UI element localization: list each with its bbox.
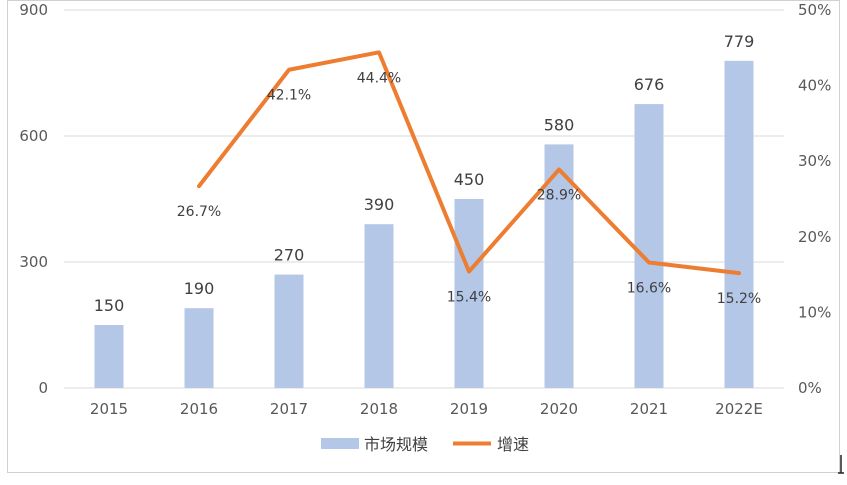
bar-value-label: 779 bbox=[724, 32, 755, 51]
bar bbox=[724, 60, 754, 388]
bar bbox=[184, 308, 214, 388]
x-axis-tick-label: 2015 bbox=[90, 400, 128, 418]
bar bbox=[364, 224, 394, 388]
legend-bar-swatch bbox=[321, 438, 359, 449]
legend: 市场规模 增速 bbox=[321, 435, 529, 454]
line-value-label: 42.1% bbox=[267, 88, 311, 104]
x-axis-tick-label: 2018 bbox=[360, 400, 398, 418]
right-axis-tick-label: 30% bbox=[798, 152, 831, 170]
data-labels: 150 190 270 390 450 580 676 779 26.7% 42.1% 44.4% 1… bbox=[94, 32, 762, 315]
bar bbox=[94, 325, 124, 388]
bar bbox=[634, 104, 664, 388]
chart-border bbox=[7, 0, 840, 473]
line-value-label: 16.6% bbox=[627, 281, 671, 297]
bar-value-label: 150 bbox=[94, 296, 125, 315]
bar-value-label: 580 bbox=[544, 115, 575, 134]
x-axis: 2015 2016 2017 2018 2019 2020 2021 2022E bbox=[90, 400, 763, 418]
bar-value-label: 270 bbox=[274, 246, 305, 265]
bar-value-label: 390 bbox=[364, 195, 395, 214]
grid-lines bbox=[64, 9, 784, 389]
x-axis-tick-label: 2021 bbox=[630, 400, 668, 418]
right-axis-tick-label: 10% bbox=[798, 303, 831, 321]
bar-value-label: 676 bbox=[634, 75, 665, 94]
left-axis-tick-label: 600 bbox=[19, 127, 48, 145]
right-axis-tick-label: 50% bbox=[798, 1, 831, 19]
bar-series bbox=[94, 60, 754, 388]
x-axis-tick-label: 2020 bbox=[540, 400, 578, 418]
bar-value-label: 450 bbox=[454, 170, 485, 189]
line-value-label: 28.9% bbox=[537, 188, 581, 204]
cursor-icon bbox=[838, 455, 844, 474]
right-axis: 0% 10% 20% 30% 40% 50% bbox=[798, 1, 831, 397]
left-axis-tick-label: 300 bbox=[19, 253, 48, 271]
x-axis-tick-label: 2016 bbox=[180, 400, 218, 418]
x-axis-tick-label: 2022E bbox=[715, 400, 763, 418]
line-value-label: 15.4% bbox=[447, 290, 491, 306]
right-axis-tick-label: 20% bbox=[798, 228, 831, 246]
bar bbox=[454, 199, 484, 388]
left-axis: 0 300 600 900 bbox=[19, 1, 48, 397]
bar bbox=[544, 144, 574, 388]
line-value-label: 44.4% bbox=[357, 70, 401, 86]
legend-line-label: 增速 bbox=[497, 435, 529, 454]
x-axis-tick-label: 2019 bbox=[450, 400, 488, 418]
bar-value-label: 190 bbox=[184, 279, 215, 298]
legend-bar-label: 市场规模 bbox=[364, 435, 428, 454]
right-axis-tick-label: 40% bbox=[798, 77, 831, 95]
bar bbox=[274, 274, 304, 388]
growth-line bbox=[197, 50, 741, 276]
left-axis-tick-label: 0 bbox=[38, 379, 48, 397]
line-value-label: 15.2% bbox=[717, 291, 761, 307]
right-axis-tick-label: 0% bbox=[798, 379, 822, 397]
line-series bbox=[197, 50, 741, 276]
line-value-label: 26.7% bbox=[177, 204, 221, 220]
left-axis-tick-label: 900 bbox=[19, 1, 48, 19]
x-axis-tick-label: 2017 bbox=[270, 400, 308, 418]
